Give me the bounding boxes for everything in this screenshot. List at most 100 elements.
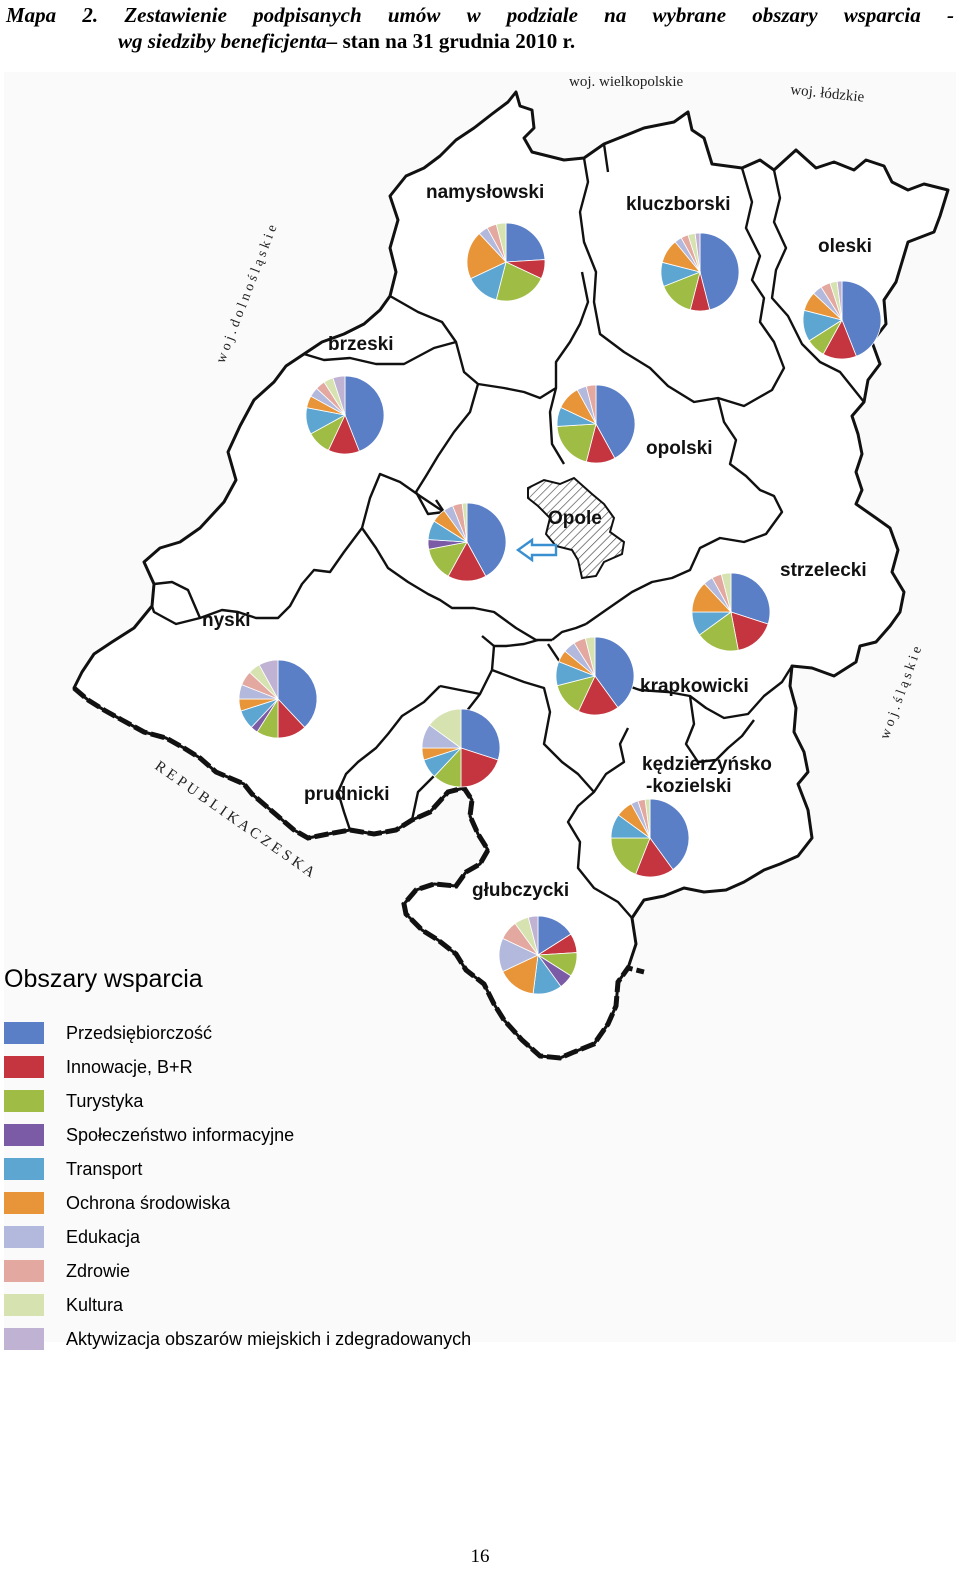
pie-slice bbox=[332, 375, 346, 416]
region-pie bbox=[556, 384, 636, 464]
region-pie bbox=[238, 659, 318, 739]
region-pie bbox=[421, 708, 501, 788]
legend-swatch bbox=[4, 1158, 44, 1180]
legend-row: Kultura bbox=[4, 1288, 524, 1322]
pie-slice bbox=[428, 708, 462, 749]
legend-label: Zdrowie bbox=[66, 1260, 131, 1281]
neighbor-north-label: woj. wielkopolskie bbox=[569, 74, 683, 90]
region-label: kędzierzyńsko -kozielski bbox=[642, 754, 777, 797]
pie-slice bbox=[698, 611, 739, 652]
region-label-line: -kozielski bbox=[646, 776, 732, 797]
pie-slice bbox=[649, 798, 690, 871]
legend-row: Edukacja bbox=[4, 1220, 524, 1254]
pie-slice bbox=[841, 280, 882, 357]
pie-slice bbox=[577, 675, 619, 716]
region-pie bbox=[691, 572, 771, 652]
region-label-line: kędzierzyńsko bbox=[642, 754, 772, 775]
caption-subtitle-date: stan na 31 grudnia 2010 r. bbox=[337, 29, 576, 53]
legend-label: Innowacje, B+R bbox=[66, 1056, 193, 1077]
legend-row: Transport bbox=[4, 1152, 524, 1186]
opolskie-map: woj. wielkopolskie woj. łódzkie w o j . … bbox=[72, 74, 950, 1061]
region-label: Opole bbox=[548, 508, 602, 529]
legend-label: Przedsiębiorczość bbox=[66, 1022, 213, 1043]
opole-arrow-icon bbox=[515, 537, 558, 563]
pie-slice bbox=[495, 261, 542, 302]
caption-line-1: Mapa 2. Zestawienie podpisanych umów w p… bbox=[6, 2, 954, 28]
pie-slice bbox=[610, 837, 651, 875]
caption-word: w bbox=[466, 3, 481, 27]
map-panel: woj. wielkopolskie woj. łódzkie w o j . … bbox=[4, 72, 956, 1342]
region-label: głubczycki bbox=[472, 880, 569, 901]
caption-word: podziale bbox=[506, 3, 578, 27]
region-label: prudnicki bbox=[304, 784, 390, 805]
caption-subtitle-italic: wg siedziby beneficjenta– bbox=[118, 29, 338, 53]
region-label: brzeski bbox=[328, 334, 393, 355]
pie-slice bbox=[466, 233, 507, 280]
caption-word: Mapa bbox=[6, 3, 57, 27]
caption-word: podpisanych bbox=[253, 3, 362, 27]
legend-label: Turystyka bbox=[66, 1090, 144, 1111]
pie-slice bbox=[595, 384, 636, 459]
pie-slice bbox=[460, 747, 499, 788]
pie-slice bbox=[460, 708, 501, 761]
map-caption: Mapa 2. Zestawienie podpisanych umów w p… bbox=[6, 2, 954, 54]
national-border bbox=[72, 686, 645, 1061]
region-label: krapkowicki bbox=[640, 676, 749, 697]
caption-word: 2. bbox=[82, 3, 99, 27]
region-pie bbox=[305, 375, 385, 455]
legend-label: Edukacja bbox=[66, 1226, 141, 1247]
legend-row: Aktywizacja obszarów miejskich i zdegrad… bbox=[4, 1322, 524, 1356]
legend-row: Społeczeństwo informacyjne bbox=[4, 1118, 524, 1152]
caption-word: - bbox=[946, 3, 954, 27]
pie-slice bbox=[730, 611, 769, 651]
region-label: namysłowski bbox=[426, 182, 544, 203]
legend-swatch bbox=[4, 1090, 44, 1112]
legend-row: Ochrona środowiska bbox=[4, 1186, 524, 1220]
legend-label: Kultura bbox=[66, 1294, 124, 1315]
legend-rows: Przedsiębiorczość Innowacje, B+R Turystyka… bbox=[4, 1016, 524, 1356]
region-label: kluczborski bbox=[626, 194, 731, 215]
neighbor-northeast-label: woj. łódzkie bbox=[790, 82, 866, 106]
pie-slice bbox=[277, 659, 318, 728]
legend-label: Społeczeństwo informacyjne bbox=[66, 1124, 295, 1145]
page-number: 16 bbox=[470, 1546, 490, 1567]
legend-swatch bbox=[4, 1124, 44, 1146]
pie-slice bbox=[699, 232, 740, 311]
legend-swatch bbox=[4, 1260, 44, 1282]
legend-swatch bbox=[4, 1022, 44, 1044]
legend-swatch bbox=[4, 1056, 44, 1078]
pie-slice bbox=[694, 232, 701, 273]
legend-swatch bbox=[4, 1328, 44, 1350]
opole-city-area bbox=[527, 476, 626, 580]
caption-word: wybrane bbox=[652, 3, 727, 27]
caption-line-2: wg siedziby beneficjenta– stan na 31 gru… bbox=[6, 28, 954, 54]
pie-slice bbox=[556, 423, 597, 463]
legend-row: Turystyka bbox=[4, 1084, 524, 1118]
region-pie bbox=[802, 280, 882, 360]
region-pie bbox=[427, 502, 507, 582]
legend-swatch bbox=[4, 1226, 44, 1248]
pie-slice bbox=[505, 222, 546, 263]
legend: Obszary wsparcia Przedsiębiorczość Innowa… bbox=[4, 965, 524, 1356]
region-label: strzelecki bbox=[780, 560, 867, 581]
region-label: oleski bbox=[818, 236, 872, 257]
region-label: nyski bbox=[202, 610, 251, 631]
legend-swatch bbox=[4, 1294, 44, 1316]
legend-label: Transport bbox=[66, 1158, 143, 1179]
region-pie bbox=[660, 232, 740, 312]
caption-word: wsparcia bbox=[843, 3, 921, 27]
pie-slice bbox=[585, 384, 597, 425]
pie-slice bbox=[644, 798, 651, 839]
pie-charts bbox=[238, 222, 882, 995]
legend-row: Przedsiębiorczość bbox=[4, 1016, 524, 1050]
pie-slice bbox=[720, 572, 732, 613]
region-pie bbox=[555, 636, 635, 716]
neighbor-west-label: w o j . d o l n o ś l ą s k i e bbox=[214, 223, 281, 366]
legend-label: Ochrona środowiska bbox=[66, 1192, 231, 1213]
legend-row: Innowacje, B+R bbox=[4, 1050, 524, 1084]
pie-slice bbox=[258, 659, 279, 700]
region-pie bbox=[498, 915, 578, 995]
pie-slice bbox=[527, 915, 539, 956]
legend-label: Aktywizacja obszarów miejskich i zdegrad… bbox=[66, 1328, 472, 1349]
pie-slice bbox=[461, 502, 468, 543]
